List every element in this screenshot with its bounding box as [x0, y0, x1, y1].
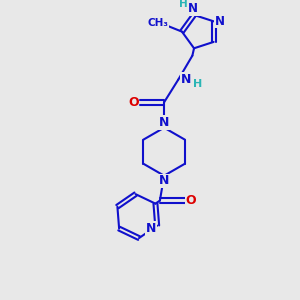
Text: N: N [215, 15, 225, 28]
Text: H: H [179, 0, 188, 9]
Text: O: O [186, 194, 196, 207]
Text: N: N [181, 73, 191, 85]
Text: H: H [194, 79, 203, 89]
Text: N: N [159, 116, 169, 129]
Text: N: N [146, 222, 156, 235]
Text: N: N [159, 174, 169, 187]
Text: CH₃: CH₃ [148, 18, 169, 28]
Text: O: O [128, 96, 139, 109]
Text: N: N [188, 2, 198, 15]
